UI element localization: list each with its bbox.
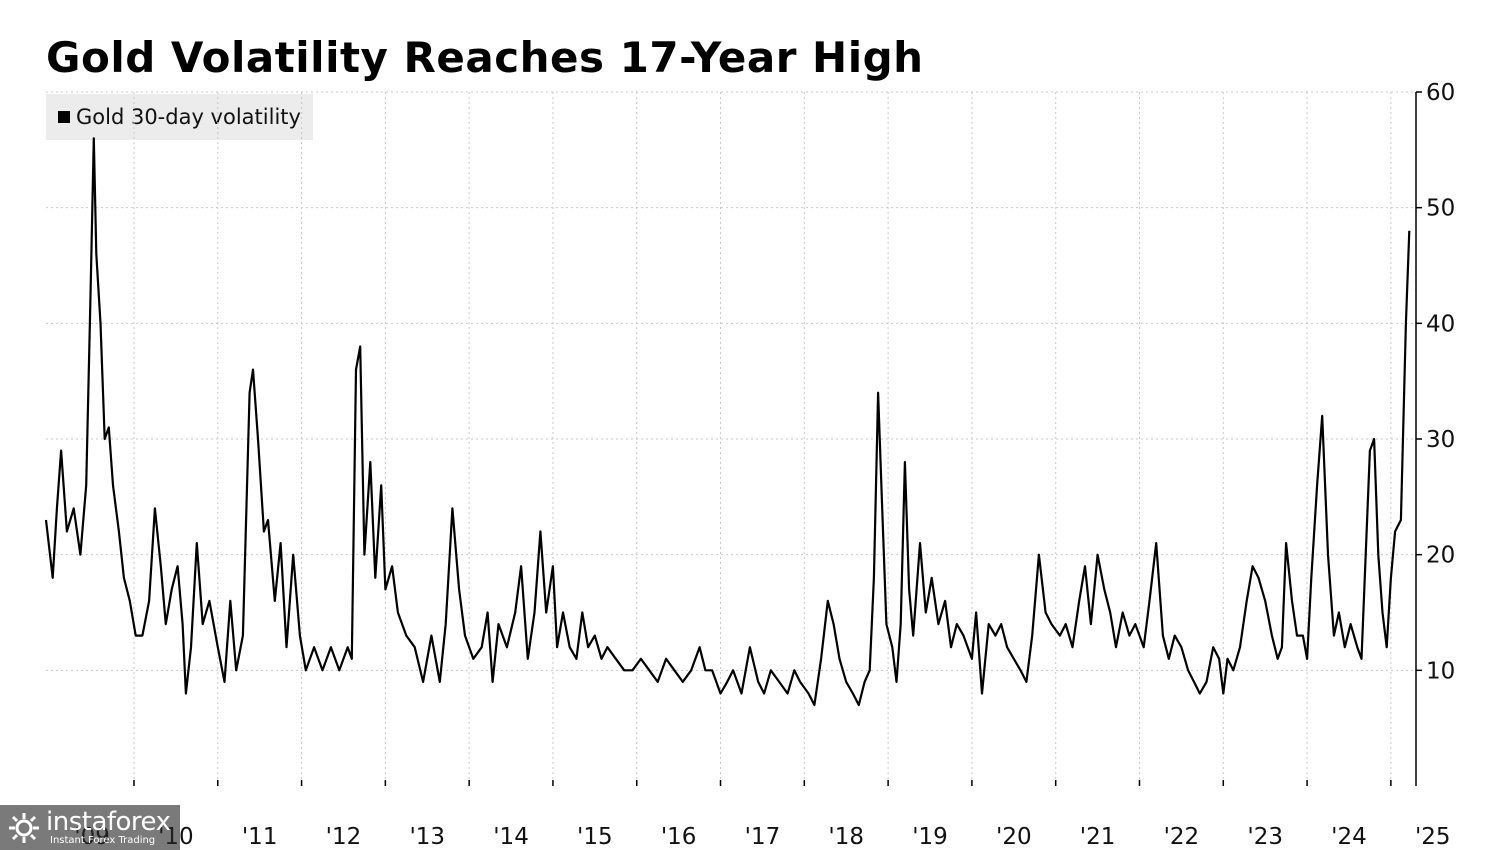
x-tick-label: '15 — [577, 824, 613, 850]
watermark: instaforex Instant Forex Trading — [0, 805, 180, 850]
series-layer — [44, 137, 1411, 707]
x-tick-label: '25 — [1415, 824, 1451, 850]
x-tick-label: '12 — [326, 824, 362, 850]
y-tick-label: 40 — [1426, 311, 1455, 337]
x-tick-label: '22 — [1164, 824, 1200, 850]
x-tick-label: '18 — [828, 824, 864, 850]
legend: Gold 30-day volatility — [46, 94, 313, 140]
watermark-name: instaforex — [46, 807, 171, 837]
y-tick-label: 50 — [1426, 196, 1455, 222]
x-tick-label: '21 — [1080, 824, 1116, 850]
y-tick-label: 30 — [1426, 427, 1455, 453]
watermark-tagline: Instant Forex Trading — [50, 835, 156, 846]
x-tick-label: '16 — [661, 824, 697, 850]
instaforex-logo-icon — [9, 812, 39, 843]
x-tick-label: '13 — [409, 824, 445, 850]
x-tick-label: '17 — [745, 824, 781, 850]
x-tick-label: '20 — [996, 824, 1032, 850]
x-tick-label: '23 — [1247, 824, 1283, 850]
y-tick-label: 10 — [1426, 658, 1455, 684]
y-axis: 10 20 30 40 50 60 — [1415, 80, 1455, 786]
chart-title: Gold Volatility Reaches 17-Year High — [46, 33, 924, 82]
x-tick-label: '11 — [242, 824, 278, 850]
gridlines — [46, 91, 1416, 786]
x-tick-label: '24 — [1331, 824, 1367, 850]
x-axis: '09'10'11'12'13'14'15'16'17'18'19'20'21'… — [74, 780, 1451, 850]
x-tick-label: '19 — [912, 824, 948, 850]
y-tick-label: 60 — [1426, 80, 1455, 106]
series-line-gold-volatility — [44, 137, 1411, 707]
y-tick-label: 20 — [1426, 543, 1455, 569]
legend-label: Gold 30-day volatility — [76, 105, 301, 129]
x-tick-label: '14 — [493, 824, 529, 850]
legend-swatch — [58, 111, 70, 123]
